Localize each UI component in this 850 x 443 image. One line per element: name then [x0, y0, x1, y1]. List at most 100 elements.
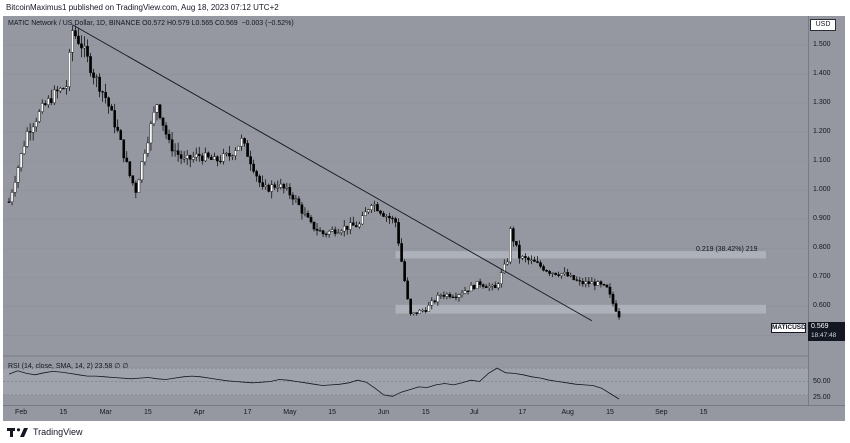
candle-body — [382, 213, 385, 217]
candle-body — [506, 261, 509, 265]
symbol-legend[interactable]: MATIC Network / US Dollar, 1D, BINANCE O… — [8, 20, 294, 27]
chart-svg — [3, 24, 808, 400]
chart-background — [3, 16, 845, 421]
price-label: 0.900 — [813, 215, 831, 223]
candle-body — [222, 153, 225, 162]
brand-name[interactable]: TradingView — [33, 427, 83, 437]
candle-body — [439, 294, 443, 297]
rsi-legend[interactable]: RSI (14, close, SMA, 14, 2) 23.58 ∅ ∅ — [8, 362, 128, 370]
time-label: 15 — [328, 409, 337, 416]
candle-body — [255, 171, 258, 177]
price-label: 1.000 — [813, 186, 831, 194]
candle-body — [515, 241, 518, 246]
time-label: Mar — [99, 409, 112, 416]
candle-body — [421, 310, 425, 312]
rsi-empty-1: ∅ — [114, 363, 121, 370]
resistance-zone — [395, 251, 766, 259]
candle-body — [152, 112, 156, 124]
candle-body — [158, 104, 162, 119]
candle-body — [478, 281, 482, 285]
candle-body — [457, 294, 461, 298]
candle-body — [385, 216, 388, 218]
candle-body — [264, 184, 268, 187]
candle-body — [318, 230, 322, 232]
candle-body — [119, 130, 123, 140]
time-label: Jul — [469, 409, 479, 416]
candle-body — [608, 286, 612, 295]
candle-body — [487, 285, 491, 288]
measure-annotation: 0.219 (38.42%) 219 — [696, 246, 758, 253]
time-label: 15 — [59, 409, 68, 416]
candle-body — [31, 126, 35, 133]
rsi-value: 23.58 — [94, 363, 113, 370]
candle-body — [131, 175, 135, 184]
candle-body — [279, 183, 283, 188]
candle-body — [170, 139, 174, 152]
candle-body — [197, 153, 201, 157]
candle-body — [89, 56, 92, 73]
candle-body — [113, 110, 116, 128]
candle-body — [143, 153, 147, 163]
candle-body — [463, 290, 467, 294]
candle-body — [19, 153, 23, 168]
candle-body — [288, 187, 292, 196]
time-label: 15 — [699, 409, 708, 416]
candle-body — [593, 281, 597, 286]
rsi-scale-label: 50.00 — [813, 377, 831, 385]
candle-body — [433, 300, 437, 303]
candle-body — [188, 155, 192, 160]
candle-body — [509, 228, 512, 263]
candle-body — [490, 284, 494, 287]
candle-body — [394, 218, 397, 223]
candle-body — [361, 215, 364, 225]
currency-button[interactable]: USD — [810, 19, 836, 31]
candle-body — [65, 86, 68, 89]
time-axis[interactable]: Feb 15 Mar 15 Apr 17 May 15 Jun 15 Jul 17 Aug 15 Sep 15 — [3, 405, 845, 421]
candle-body — [324, 233, 328, 235]
candle-body — [207, 152, 210, 158]
price-label: 0.800 — [813, 244, 831, 252]
price-label: 1.100 — [813, 157, 831, 165]
candle-body — [43, 103, 47, 105]
candle-body — [306, 213, 310, 218]
time-label: 15 — [421, 409, 430, 416]
candle-body — [527, 257, 530, 261]
candle-body — [16, 167, 20, 183]
candle-body — [563, 272, 566, 274]
candle-body — [445, 293, 449, 297]
candle-body — [436, 295, 440, 303]
symbol-tag: MATICUSD — [771, 323, 806, 333]
candle-body — [77, 35, 80, 44]
candle-body — [294, 198, 298, 200]
candle-body — [339, 230, 343, 233]
candle-body — [499, 272, 503, 284]
candle-body — [267, 184, 271, 192]
candle-body — [484, 286, 488, 288]
published-header: BitcoinMaximus1 published on TradingView… — [0, 0, 850, 16]
price-scale[interactable]: 1.500 1.400 1.300 1.200 1.100 1.000 0.900 0.800… — [808, 16, 845, 405]
candle-body — [403, 261, 406, 282]
candle-body — [442, 294, 446, 297]
time-label: 15 — [144, 409, 152, 416]
candle-body — [602, 284, 606, 286]
candle-body — [125, 157, 129, 162]
candle-body — [397, 222, 400, 244]
time-label: May — [283, 409, 297, 416]
candle-body — [203, 152, 207, 162]
candle-body — [137, 179, 141, 193]
candle-body — [303, 213, 307, 215]
candle-body — [22, 146, 26, 154]
candle-body — [379, 210, 382, 214]
candle-body — [466, 290, 470, 292]
chart-plot-area[interactable] — [3, 16, 808, 405]
candle-body — [246, 143, 249, 157]
candle-body — [460, 293, 464, 295]
price-change: −0.003 (−0.52%) — [241, 20, 294, 27]
candle-body — [518, 244, 521, 259]
candle-body — [252, 163, 255, 172]
candle-body — [321, 230, 325, 235]
candle-body — [409, 298, 412, 315]
ohlc-l: L0.565 — [191, 20, 214, 27]
candle-body — [282, 183, 286, 189]
candle-body — [481, 284, 485, 287]
